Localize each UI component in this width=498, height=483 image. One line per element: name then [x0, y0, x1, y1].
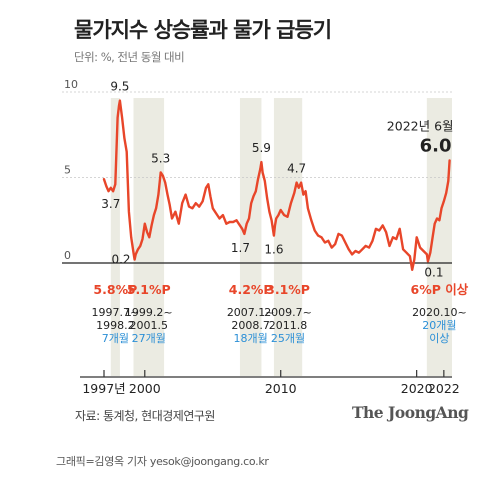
surge-period-label-3-0: 2009.7~: [264, 306, 312, 319]
surge-period-band-4: [426, 98, 452, 376]
surge-duration-note-4: 이상: [429, 332, 449, 345]
surge-magnitude-label-0: 5.8%P: [93, 282, 137, 297]
data-label-2: 0.2: [111, 253, 130, 267]
inflation-series-line: [102, 99, 451, 271]
surge-magnitude-label-4: 6%P 이상: [411, 282, 469, 297]
data-label-8: 0.1: [424, 265, 443, 279]
surge-duration-label-3: 25개월: [271, 332, 305, 345]
data-label-1: 3.7: [101, 197, 120, 211]
data-label-5: 5.9: [252, 141, 271, 155]
line-layer: [102, 99, 451, 271]
surge-magnitude-label-3: 3.1%P: [266, 282, 310, 297]
surge-period-label-4-0: 2020.10~: [412, 306, 467, 319]
x-tick-label-0: 1997년: [82, 381, 125, 396]
data-label-7: 4.7: [287, 162, 306, 176]
x-tick-label-3: 2020: [401, 381, 433, 396]
surge-duration-label-2: 18개월: [234, 332, 268, 345]
unit-note: 단위: %, 전년 동월 대비: [74, 50, 185, 64]
x-tick-label-4: 2022: [428, 381, 460, 396]
surge-duration-label-1: 27개월: [132, 332, 166, 345]
y-tick-label-0: 0: [64, 249, 71, 262]
data-label-3: 5.3: [151, 151, 170, 165]
surge-period-band-0: [110, 98, 120, 376]
data-label-4: 1.7: [231, 241, 250, 255]
data-label-9: 2022년 6월: [387, 118, 454, 133]
label-layer: 9.5 3.7 0.2 5.3 1.7 5.9 1.6 4.7 0.1 2022년 6월 6.0: [101, 80, 453, 280]
surge-period-band-3: [273, 98, 303, 376]
brand-logo: The JoongAng: [352, 403, 469, 422]
x-tick-label-1: 2000: [129, 381, 161, 396]
x-tick-label-2: 2010: [265, 381, 297, 396]
surge-period-label-2-1: 2008.7: [231, 319, 270, 332]
data-label-10: 6.0: [420, 135, 452, 156]
annotation-layer: 5.8%P1997.7~1998.27개월5.1%P1999.2~2001.52…: [91, 282, 468, 345]
y-tick-label-1: 5: [64, 164, 71, 177]
grid-layer: 0 5 10: [62, 78, 452, 264]
surge-period-band-2: [239, 98, 262, 376]
chart-title: 물가지수 상승률과 물가 급등기: [74, 18, 332, 42]
surge-period-label-2-0: 2007.1~: [227, 306, 275, 319]
data-label-0: 9.5: [110, 80, 129, 94]
surge-period-label-0-1: 1998.2: [96, 319, 135, 332]
source-note: 자료: 통계청, 현대경제연구원: [75, 409, 215, 423]
surge-period-label-0-0: 1997.7~: [91, 306, 139, 319]
surge-magnitude-label-2: 4.2%P: [229, 282, 273, 297]
graphic-credit: 그래픽=김영옥 기자 yesok@joongang.co.kr: [56, 455, 269, 468]
surge-magnitude-label-1: 5.1%P: [127, 282, 171, 297]
data-label-6: 1.6: [264, 243, 283, 257]
inflation-chart: 0 5 10 9.5 3.7 0.2 5.3 1.7 5.9 1.6 4.7 0.1 2022년 6월…: [62, 78, 469, 396]
band-layer: [110, 98, 452, 376]
surge-period-label-1-0: 1999.2~: [125, 306, 173, 319]
y-tick-label-2: 10: [64, 78, 78, 91]
surge-period-label-1-1: 2001.5: [130, 319, 169, 332]
surge-duration-label-4: 20개월: [422, 319, 456, 332]
surge-period-label-3-1: 2011.8: [269, 319, 308, 332]
surge-duration-label-0: 7개월: [102, 332, 129, 345]
